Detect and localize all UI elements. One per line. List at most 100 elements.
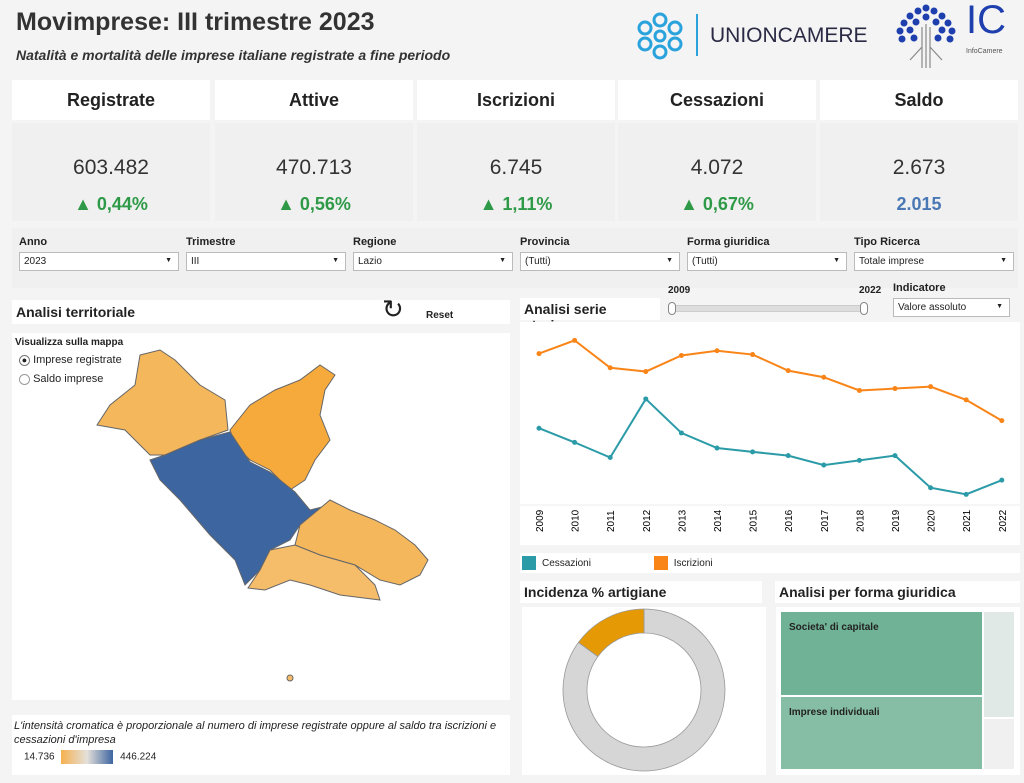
point-iscrizioni[interactable] xyxy=(856,387,862,393)
filter-label: Provincia xyxy=(520,236,570,248)
island-ponza xyxy=(286,674,294,682)
point-iscrizioni[interactable] xyxy=(785,368,791,374)
filter-label: Tipo Ricerca xyxy=(854,236,920,248)
kpi-value: 4.072 xyxy=(690,156,744,179)
point-cessazioni[interactable] xyxy=(821,462,827,468)
filter-anno: Anno 2023 xyxy=(19,236,179,271)
point-iscrizioni[interactable] xyxy=(928,384,934,390)
treemap-imprese-individuali[interactable]: Imprese individuali xyxy=(781,697,982,769)
filter-regione: Regione Lazio xyxy=(353,236,513,271)
infocamere-logo: IC InfoCamere xyxy=(890,0,1020,72)
x-tick-label: 2013 xyxy=(677,509,688,532)
point-cessazioni[interactable] xyxy=(714,445,720,451)
unioncamere-logo: UNIONCAMERE xyxy=(630,10,870,60)
kpi-change: ▲ 0,44% xyxy=(74,194,148,214)
kpi-card: 6.745 ▲ 1,11% xyxy=(417,123,615,221)
radio-imprese-registrate[interactable]: ● Imprese registrate xyxy=(19,354,122,366)
artigiane-donut xyxy=(522,607,766,775)
line-iscrizioni xyxy=(538,339,1003,422)
kpi-label: Attive xyxy=(215,80,413,120)
point-iscrizioni[interactable] xyxy=(607,365,613,371)
point-iscrizioni[interactable] xyxy=(714,348,720,354)
treemap-societa-capitale[interactable]: Societa' di capitale xyxy=(781,612,982,695)
x-tick-label: 2022 xyxy=(998,509,1009,532)
donut-artigiane-slice[interactable] xyxy=(577,608,645,658)
x-tick-label: 2009 xyxy=(535,509,546,532)
x-tick-label: 2019 xyxy=(891,509,902,532)
reset-icon[interactable]: ↻ xyxy=(382,294,404,324)
kpi-change: ▲ 0,56% xyxy=(277,194,351,214)
artigiane-title: Incidenza % artigiane xyxy=(520,581,762,603)
reset-button[interactable]: Reset xyxy=(426,310,454,321)
point-cessazioni[interactable] xyxy=(536,425,542,431)
filter-select[interactable]: (Tutti) xyxy=(687,252,847,271)
radio-saldo-imprese[interactable]: Saldo imprese xyxy=(19,373,103,385)
point-cessazioni[interactable] xyxy=(607,455,613,460)
point-iscrizioni[interactable] xyxy=(572,337,578,343)
indicator-select[interactable]: Valore assoluto xyxy=(893,298,1010,317)
kpi-value: 603.482 xyxy=(73,156,149,179)
unioncamere-text: UNIONCAMERE xyxy=(710,24,868,47)
point-cessazioni[interactable] xyxy=(750,449,756,455)
forma-treemap: Societa' di capitale Imprese individuali xyxy=(776,607,1020,775)
lazio-map xyxy=(96,349,429,682)
filter-label: Trimestre xyxy=(186,236,236,248)
province-rieti[interactable] xyxy=(229,364,336,491)
forma-title: Analisi per forma giuridica xyxy=(775,581,1020,603)
filter-select[interactable]: Lazio xyxy=(353,252,513,271)
x-tick-label: 2014 xyxy=(713,509,724,532)
point-cessazioni[interactable] xyxy=(572,439,578,445)
series-legend: Cessazioni Iscrizioni xyxy=(520,553,1020,573)
filter-select[interactable]: 2023 xyxy=(19,252,179,271)
point-iscrizioni[interactable] xyxy=(643,369,649,375)
territorial-title: Analisi territoriale xyxy=(12,300,510,324)
point-cessazioni[interactable] xyxy=(892,453,898,459)
point-cessazioni[interactable] xyxy=(678,430,684,436)
kpi-value: 6.745 xyxy=(489,156,543,179)
scale-max: 446.224 xyxy=(120,751,157,763)
point-iscrizioni[interactable] xyxy=(536,351,542,357)
point-cessazioni[interactable] xyxy=(963,491,969,497)
point-iscrizioni[interactable] xyxy=(892,386,898,392)
point-iscrizioni[interactable] xyxy=(750,352,756,358)
color-scale: 14.736 446.224 xyxy=(14,750,508,764)
point-cessazioni[interactable] xyxy=(785,453,791,459)
donut-other-slice[interactable] xyxy=(562,608,726,772)
filter-select[interactable]: Totale imprese xyxy=(854,252,1014,271)
slider-handle-max[interactable] xyxy=(860,302,868,315)
scale-min: 14.736 xyxy=(24,751,55,763)
year-slider[interactable] xyxy=(672,305,866,312)
filters-bar xyxy=(12,228,1018,288)
treemap-other-2[interactable] xyxy=(984,719,1014,769)
point-cessazioni[interactable] xyxy=(999,477,1005,483)
point-iscrizioni[interactable] xyxy=(999,418,1005,424)
point-iscrizioni[interactable] xyxy=(821,374,827,380)
treemap-other[interactable] xyxy=(984,612,1014,717)
kpi-card: 603.482 ▲ 0,44% xyxy=(12,123,210,221)
page-title: Movimprese: III trimestre 2023 xyxy=(16,8,375,36)
series-title: Analisi serie storica xyxy=(520,298,660,333)
radio-label: Imprese registrate xyxy=(33,354,122,366)
point-cessazioni[interactable] xyxy=(856,457,862,463)
x-tick-label: 2018 xyxy=(855,509,866,532)
filter-select[interactable]: III xyxy=(186,252,346,271)
x-tick-label: 2017 xyxy=(820,509,831,532)
x-tick-label: 2016 xyxy=(784,509,795,532)
filter-select[interactable]: (Tutti) xyxy=(520,252,680,271)
x-tick-label: 2011 xyxy=(606,510,617,532)
point-cessazioni[interactable] xyxy=(643,396,649,402)
x-tick-label: 2021 xyxy=(962,509,973,532)
filter-tipo-ricerca: Tipo Ricerca Totale imprese xyxy=(854,236,1014,271)
point-iscrizioni[interactable] xyxy=(963,397,969,403)
infocamere-sub: InfoCamere xyxy=(966,48,1003,55)
slider-handle-min[interactable] xyxy=(668,302,676,315)
legend-swatch xyxy=(653,556,668,570)
point-cessazioni[interactable] xyxy=(928,485,934,491)
point-iscrizioni[interactable] xyxy=(678,353,684,358)
map-label: Visualizza sulla mappa xyxy=(15,337,124,348)
kpi-card: 2.673 2.015 xyxy=(820,123,1018,221)
unioncamere-emblem-icon xyxy=(637,12,683,60)
filter-label: Forma giuridica xyxy=(687,236,770,248)
kpi-label: Cessazioni xyxy=(618,80,816,120)
province-latina[interactable] xyxy=(247,544,381,601)
